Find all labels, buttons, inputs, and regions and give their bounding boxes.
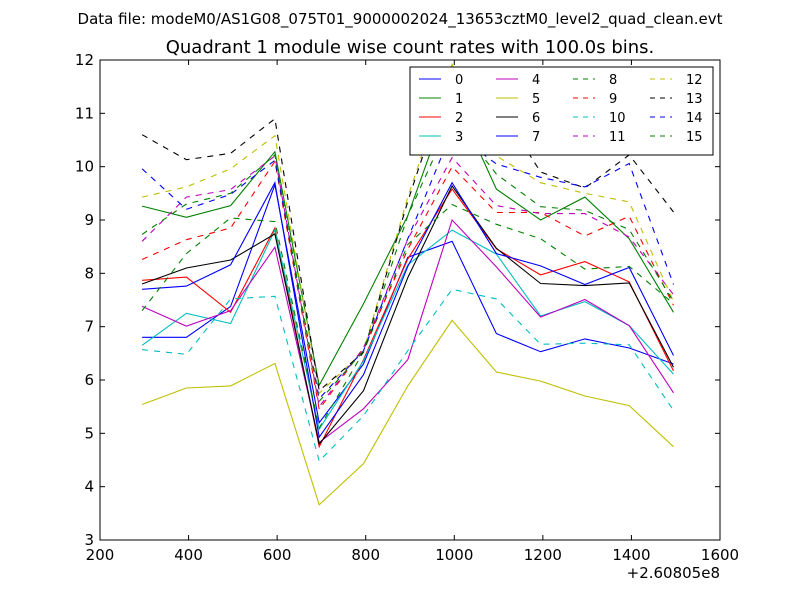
- legend-item-1: 1: [419, 92, 463, 107]
- legend-item-15: 15: [650, 130, 703, 145]
- plot-frame: [99, 59, 721, 541]
- chart-title: Quadrant 1 module wise count rates with …: [166, 37, 655, 58]
- legend-label: 2: [455, 111, 463, 126]
- y-tick-label: 12: [75, 51, 94, 69]
- series-11-line: [141, 155, 674, 409]
- legend-label: 7: [532, 130, 540, 145]
- y-tick-label: 6: [84, 371, 94, 389]
- legend-item-6: 6: [496, 111, 540, 126]
- legend-label: 10: [609, 111, 626, 126]
- y-tick-label: 5: [84, 424, 94, 442]
- x-offset-label: +2.60805e8: [627, 564, 720, 582]
- series-6-line: [141, 184, 674, 446]
- series-3-line: [141, 228, 674, 431]
- x-tick-label: 800: [351, 546, 380, 564]
- x-tick-label: 1200: [524, 546, 562, 564]
- legend-label: 1: [455, 92, 463, 107]
- legend-label: 9: [609, 92, 617, 107]
- legend-label: 5: [532, 92, 540, 107]
- legend-item-7: 7: [496, 130, 540, 145]
- series-4-line: [141, 218, 674, 444]
- legend-item-13: 13: [650, 92, 703, 107]
- axes-layer: 200 400 600 800 1000 1200 1400 1600345678910111…: [75, 51, 739, 564]
- legend-label: 11: [609, 130, 626, 145]
- series-layer: [141, 62, 675, 506]
- x-tick-label: 1000: [435, 546, 473, 564]
- y-tick-label: 3: [84, 531, 94, 549]
- legend-item-2: 2: [419, 111, 463, 126]
- legend-label: 3: [455, 130, 463, 145]
- chart-suptitle: Data file: modeM0/AS1G08_075T01_90000020…: [78, 10, 723, 29]
- legend-item-4: 4: [496, 73, 540, 88]
- y-tick-label: 11: [75, 104, 94, 122]
- y-tick-label: 9: [84, 211, 94, 229]
- series-5-line: [141, 319, 674, 506]
- legend-label: 4: [532, 73, 540, 88]
- legend-item-5: 5: [496, 92, 540, 107]
- legend-item-9: 9: [573, 92, 617, 107]
- legend-label: 15: [686, 130, 703, 145]
- x-tick-label: 600: [263, 546, 292, 564]
- legend-label: 14: [686, 111, 703, 126]
- x-tick-label: 400: [174, 546, 203, 564]
- y-tick-label: 7: [84, 318, 94, 336]
- series-14-line: [141, 130, 675, 400]
- legend-label: 6: [532, 111, 540, 126]
- legend-label: 0: [455, 73, 463, 88]
- legend-label: 8: [609, 73, 617, 88]
- legend-item-12: 12: [650, 73, 703, 88]
- legend-label: 12: [686, 73, 703, 88]
- series-7-line: [142, 181, 674, 439]
- x-tick-label: 200: [86, 546, 115, 564]
- legend-item-11: 11: [573, 130, 626, 145]
- legend-label: 13: [686, 92, 703, 107]
- legend-box: [409, 66, 714, 156]
- series-0-line: [142, 182, 674, 425]
- x-tick-label: 1400: [612, 546, 650, 564]
- y-tick-label: 4: [84, 478, 94, 496]
- legend-item-0: 0: [419, 73, 463, 88]
- legend-item-14: 14: [650, 111, 703, 126]
- y-tick-label: 8: [84, 264, 94, 282]
- series-15-line: [141, 116, 674, 403]
- series-10-line: [142, 288, 674, 463]
- legend-item-8: 8: [573, 73, 617, 88]
- x-tick-label: 1600: [701, 546, 739, 564]
- legend-item-10: 10: [573, 111, 626, 126]
- series-8-line: [141, 203, 674, 430]
- legend-item-3: 3: [419, 130, 463, 145]
- y-tick-label: 10: [75, 158, 94, 176]
- series-2-line: [142, 188, 674, 449]
